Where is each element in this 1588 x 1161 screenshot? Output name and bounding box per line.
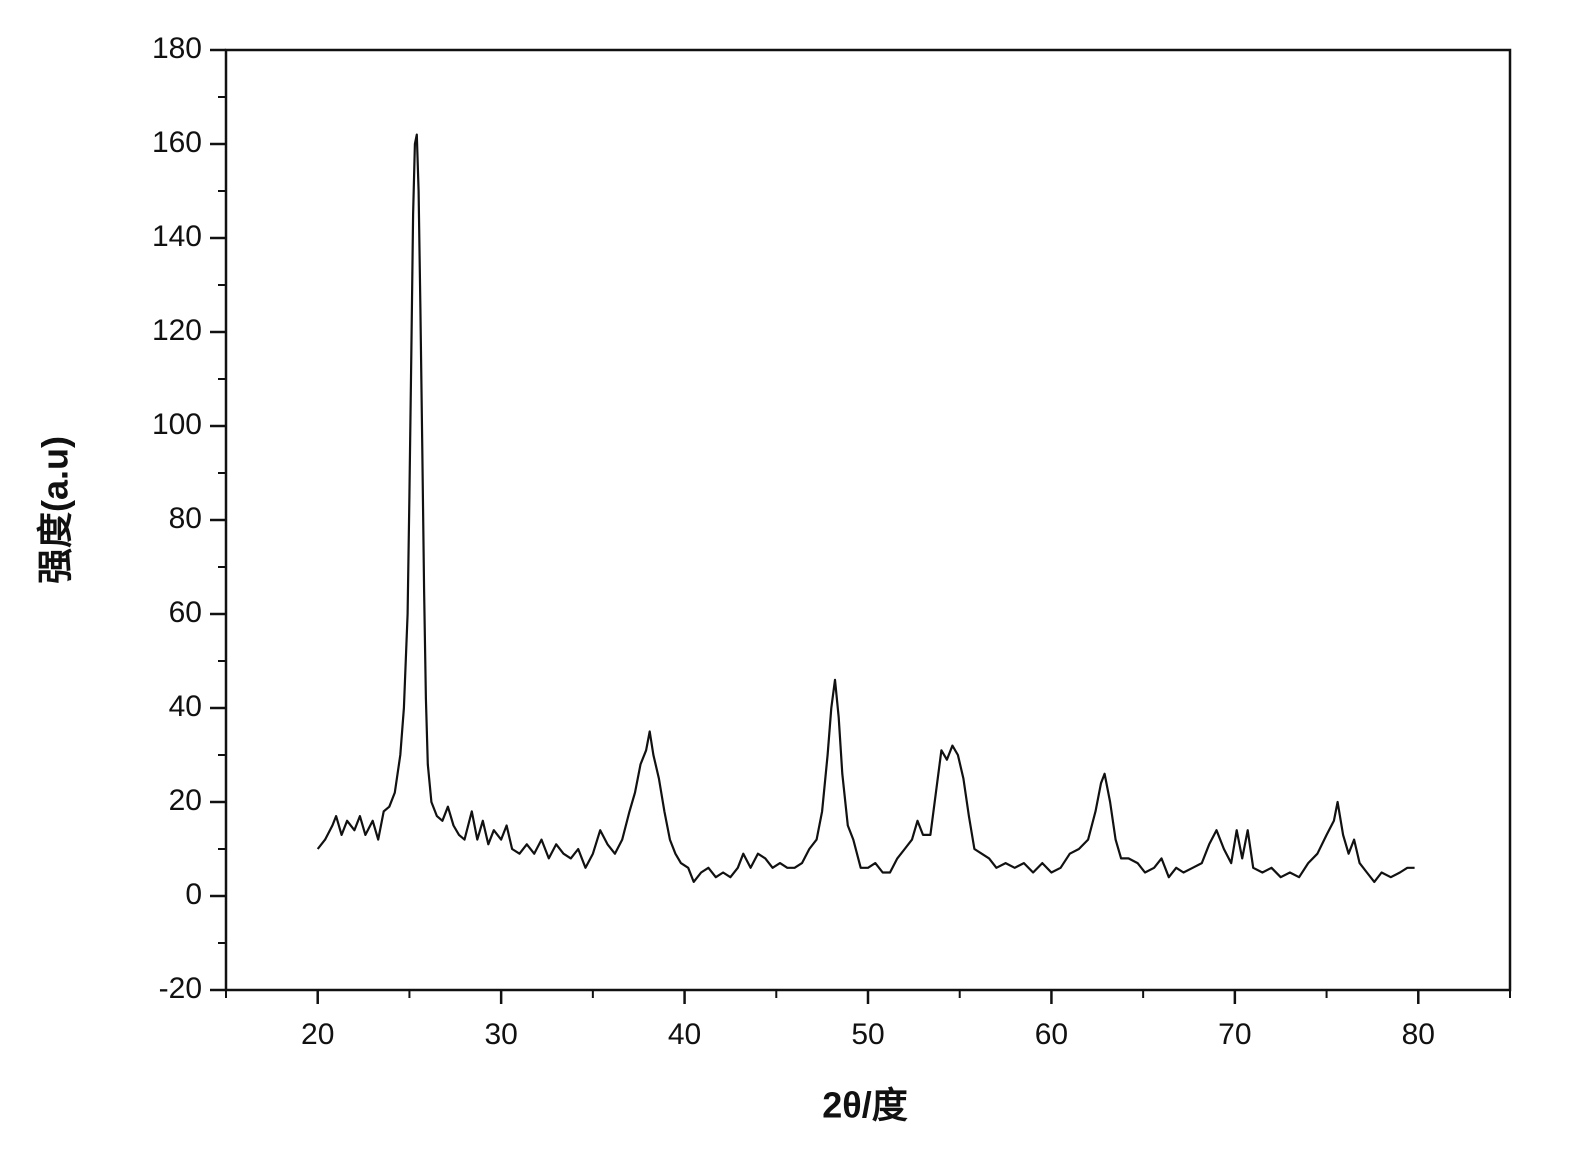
x-tick-label: 50 <box>851 1018 884 1051</box>
x-axis-title: 2θ/度 <box>822 1085 907 1126</box>
y-tick-label: 60 <box>169 596 202 629</box>
x-tick-label: 40 <box>668 1018 701 1051</box>
x-tick-label: 20 <box>301 1018 334 1051</box>
x-tick-label: 80 <box>1402 1018 1435 1051</box>
y-tick-label: 120 <box>152 314 202 347</box>
y-tick-label: 100 <box>152 408 202 441</box>
y-tick-label: 160 <box>152 126 202 159</box>
y-tick-label: 80 <box>169 502 202 535</box>
x-tick-label: 70 <box>1218 1018 1251 1051</box>
y-axis-title: 强度(a.u) <box>35 436 76 584</box>
y-tick-label: 180 <box>152 32 202 65</box>
y-tick-label: -20 <box>159 972 202 1005</box>
y-tick-label: 140 <box>152 220 202 253</box>
y-tick-label: 20 <box>169 784 202 817</box>
x-tick-label: 60 <box>1035 1018 1068 1051</box>
y-tick-label: 0 <box>185 878 202 911</box>
x-tick-label: 30 <box>484 1018 517 1051</box>
y-tick-label: 40 <box>169 690 202 723</box>
data-line <box>316 133 1415 883</box>
